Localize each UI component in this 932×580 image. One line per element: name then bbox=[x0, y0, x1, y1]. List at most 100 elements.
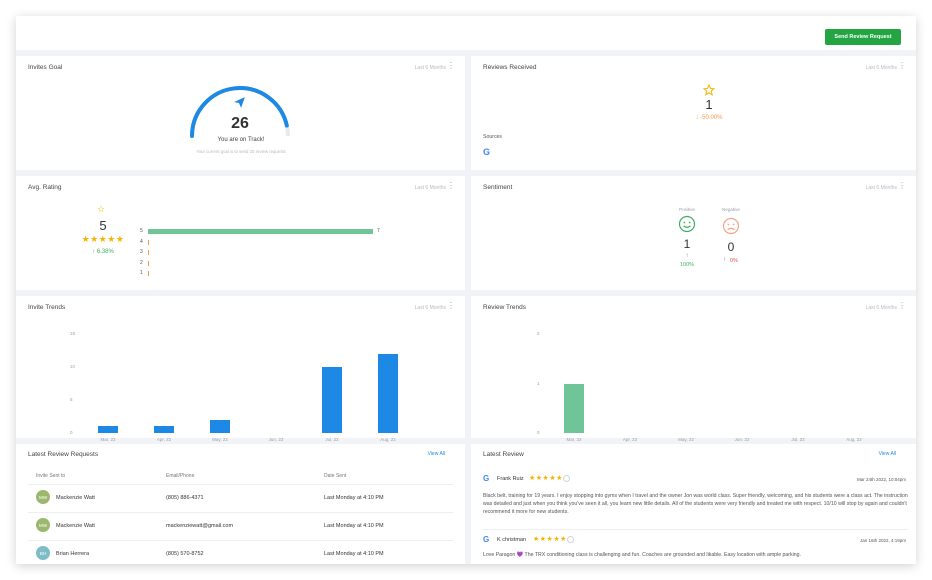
chart-bar[interactable] bbox=[322, 367, 342, 433]
rating-bar-label: 4 bbox=[140, 238, 143, 245]
date-sent: Last Monday at 4:10 PM bbox=[324, 495, 384, 501]
card-title: Latest Review bbox=[483, 451, 524, 458]
goal-gauge bbox=[190, 86, 290, 138]
negative-arrow-icon: ↑ bbox=[723, 257, 726, 263]
card-title: Reviews Received bbox=[483, 64, 537, 71]
rating-bar-count: 7 bbox=[377, 228, 380, 234]
range-selector[interactable]: Last 6 Months bbox=[414, 305, 446, 311]
top-bar: Send Review Request bbox=[16, 16, 916, 50]
invitee-name: Brian Herrera bbox=[56, 551, 90, 557]
avatar: MW bbox=[36, 490, 50, 504]
range-selector[interactable]: Last 6 Months bbox=[865, 65, 897, 71]
latest-review-card: Latest Review View All G Frank Ruiz ★★★★… bbox=[471, 444, 916, 564]
star-outline-icon bbox=[703, 84, 715, 96]
divider bbox=[28, 540, 453, 541]
more-menu-icon[interactable]: ⋮ bbox=[898, 181, 906, 190]
negative-label: Negative bbox=[722, 207, 740, 212]
range-selector[interactable]: Last 6 Months bbox=[865, 305, 897, 311]
send-icon bbox=[234, 97, 245, 108]
rating-stars-icon: ☆ bbox=[97, 204, 106, 214]
invite-trends-card: Invite Trends Last 6 Months ⋮ 15 10 5 0 Mar,… bbox=[16, 296, 465, 442]
invites-goal-card: Invites Goal Last 6 Months ⋮ 26 You are … bbox=[16, 56, 465, 170]
info-icon[interactable] bbox=[563, 475, 570, 482]
rating-bar bbox=[148, 229, 373, 234]
rating-bar bbox=[148, 260, 149, 266]
invitee-contact: (805) 886-4371 bbox=[166, 495, 204, 501]
view-all-requests-link[interactable]: View All bbox=[427, 451, 445, 457]
reviews-received-value: 1 bbox=[705, 97, 713, 112]
divider bbox=[28, 512, 453, 513]
more-menu-icon[interactable]: ⋮ bbox=[447, 181, 455, 190]
date-sent: Last Monday at 4:10 PM bbox=[324, 523, 384, 529]
chart-bar[interactable] bbox=[210, 419, 230, 433]
negative-change: 0% bbox=[730, 258, 738, 264]
goal-subtext: Your current goal is to send 20 review r… bbox=[196, 149, 286, 154]
x-tick-label: Aug, 22 bbox=[846, 437, 862, 442]
date-sent: Last Monday at 4:10 PM bbox=[324, 551, 384, 557]
rating-bar-label: 3 bbox=[140, 249, 143, 255]
view-all-reviews-link[interactable]: View All bbox=[878, 451, 896, 457]
x-tick-label: May, 22 bbox=[678, 437, 694, 442]
chart-bar[interactable] bbox=[378, 353, 398, 433]
review-date: Jan 16th 2022, 4:19pm bbox=[859, 538, 906, 543]
range-selector[interactable]: Last 6 Months bbox=[414, 185, 446, 191]
rating-bar bbox=[148, 250, 149, 255]
y-tick-label: 2 bbox=[537, 331, 540, 336]
more-menu-icon[interactable]: ⋮ bbox=[447, 301, 455, 310]
send-review-request-button[interactable]: Send Review Request bbox=[825, 29, 901, 45]
goal-status: You are on Track! bbox=[217, 137, 265, 143]
range-selector[interactable]: Last 6 Months bbox=[865, 185, 897, 191]
y-tick-label: 10 bbox=[70, 364, 76, 369]
avatar: MW bbox=[36, 518, 50, 532]
rating-bar-label: 5 bbox=[140, 228, 143, 234]
divider bbox=[28, 484, 453, 485]
invitee-contact: (805) 570-8752 bbox=[166, 551, 204, 557]
chart-bar[interactable] bbox=[98, 426, 118, 433]
x-tick-label: Jul, 22 bbox=[325, 437, 339, 442]
positive-label: Positive bbox=[679, 207, 695, 212]
range-selector[interactable]: Last 6 Months bbox=[414, 65, 446, 71]
card-title: Latest Review Requests bbox=[28, 451, 99, 458]
chart-bar[interactable] bbox=[564, 383, 584, 433]
y-tick-label: 0 bbox=[70, 430, 73, 435]
chart-bar[interactable] bbox=[154, 426, 174, 433]
positive-change: 100% bbox=[679, 262, 695, 268]
rating-bar-label: 1 bbox=[140, 270, 143, 276]
positive-arrow-icon: ↑ bbox=[685, 253, 689, 259]
review-text: Black belt, training for 19 years. I enj… bbox=[483, 493, 908, 516]
google-icon: G bbox=[483, 535, 490, 544]
invitee-name: Mackenzie Watt bbox=[56, 495, 95, 501]
x-tick-label: Apr, 22 bbox=[156, 437, 172, 442]
dashboard-frame: Send Review Request Invites Goal Last 6 … bbox=[16, 16, 916, 564]
frown-icon bbox=[722, 217, 740, 235]
more-menu-icon[interactable]: ⋮ bbox=[898, 61, 906, 70]
x-tick-label: Mar, 22 bbox=[566, 437, 582, 442]
more-menu-icon[interactable]: ⋮ bbox=[898, 301, 906, 310]
rating-bar-label: 2 bbox=[140, 259, 143, 266]
rating-bar bbox=[148, 271, 149, 276]
column-header: Email/Phone bbox=[166, 473, 195, 479]
info-icon[interactable] bbox=[567, 536, 574, 543]
reviewer-name: Frank Ruiz bbox=[497, 476, 524, 482]
x-tick-label: Apr, 22 bbox=[622, 437, 638, 442]
avg-rating-stars: ★★★★★ bbox=[81, 234, 125, 244]
review-stars: ★★★★★ bbox=[533, 536, 567, 543]
review-stars: ★★★★★ bbox=[529, 475, 563, 482]
avatar: BH bbox=[36, 546, 50, 560]
google-icon[interactable]: G bbox=[483, 147, 491, 157]
card-title: Sentiment bbox=[483, 184, 513, 191]
avg-rating-card: Avg. Rating Last 6 Months ⋮ ☆ 5 ★★★★★ ↑ … bbox=[16, 176, 465, 290]
y-tick-label: 15 bbox=[70, 331, 76, 336]
reviewer-name: K christman bbox=[497, 537, 527, 543]
x-tick-label: Jul, 22 bbox=[791, 437, 805, 442]
review-date: Mar 24th 2022, 10:04pm bbox=[856, 477, 906, 482]
y-tick-label: 5 bbox=[70, 397, 73, 402]
google-icon: G bbox=[483, 474, 490, 483]
avg-rating-change: ↑ 6.38% bbox=[92, 249, 114, 255]
card-title: Avg. Rating bbox=[28, 184, 62, 191]
x-tick-label: Jun, 22 bbox=[734, 437, 750, 442]
y-tick-label: 0 bbox=[537, 430, 540, 435]
smile-icon bbox=[678, 215, 696, 233]
column-header: Date Sent bbox=[324, 473, 347, 479]
more-menu-icon[interactable]: ⋮ bbox=[447, 61, 455, 70]
